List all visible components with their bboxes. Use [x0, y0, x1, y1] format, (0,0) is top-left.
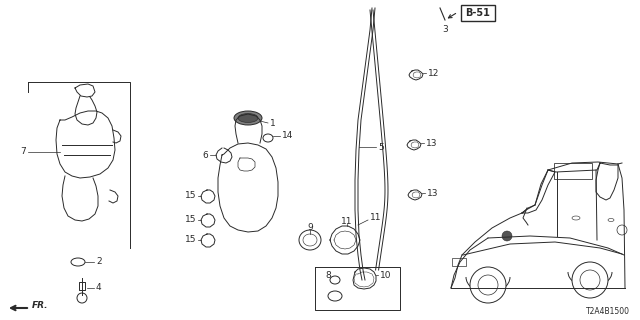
Text: 6: 6: [202, 150, 208, 159]
Text: 13: 13: [426, 139, 438, 148]
Text: 14: 14: [282, 132, 293, 140]
Text: FR.: FR.: [32, 300, 49, 309]
Text: B-51: B-51: [465, 8, 490, 18]
Bar: [452, 258, 466, 266]
Text: T2A4B1500: T2A4B1500: [586, 308, 630, 316]
Ellipse shape: [238, 114, 258, 123]
Text: 15: 15: [184, 215, 196, 225]
Text: 1: 1: [270, 118, 276, 127]
Text: 7: 7: [20, 148, 26, 156]
Text: 15: 15: [184, 236, 196, 244]
Text: 8: 8: [325, 270, 331, 279]
Bar: [554, 163, 592, 179]
Text: 5: 5: [378, 142, 384, 151]
Circle shape: [470, 267, 506, 303]
Circle shape: [502, 231, 512, 241]
Text: 3: 3: [442, 26, 448, 35]
Text: 15: 15: [184, 191, 196, 201]
Text: 12: 12: [428, 68, 440, 77]
Ellipse shape: [234, 111, 262, 125]
Text: 11: 11: [341, 218, 353, 227]
Text: 10: 10: [380, 270, 392, 279]
Circle shape: [572, 262, 608, 298]
Text: 9: 9: [307, 223, 313, 233]
Text: 2: 2: [96, 258, 102, 267]
Text: 4: 4: [96, 284, 102, 292]
Text: 13: 13: [427, 188, 438, 197]
Text: 11: 11: [370, 213, 381, 222]
